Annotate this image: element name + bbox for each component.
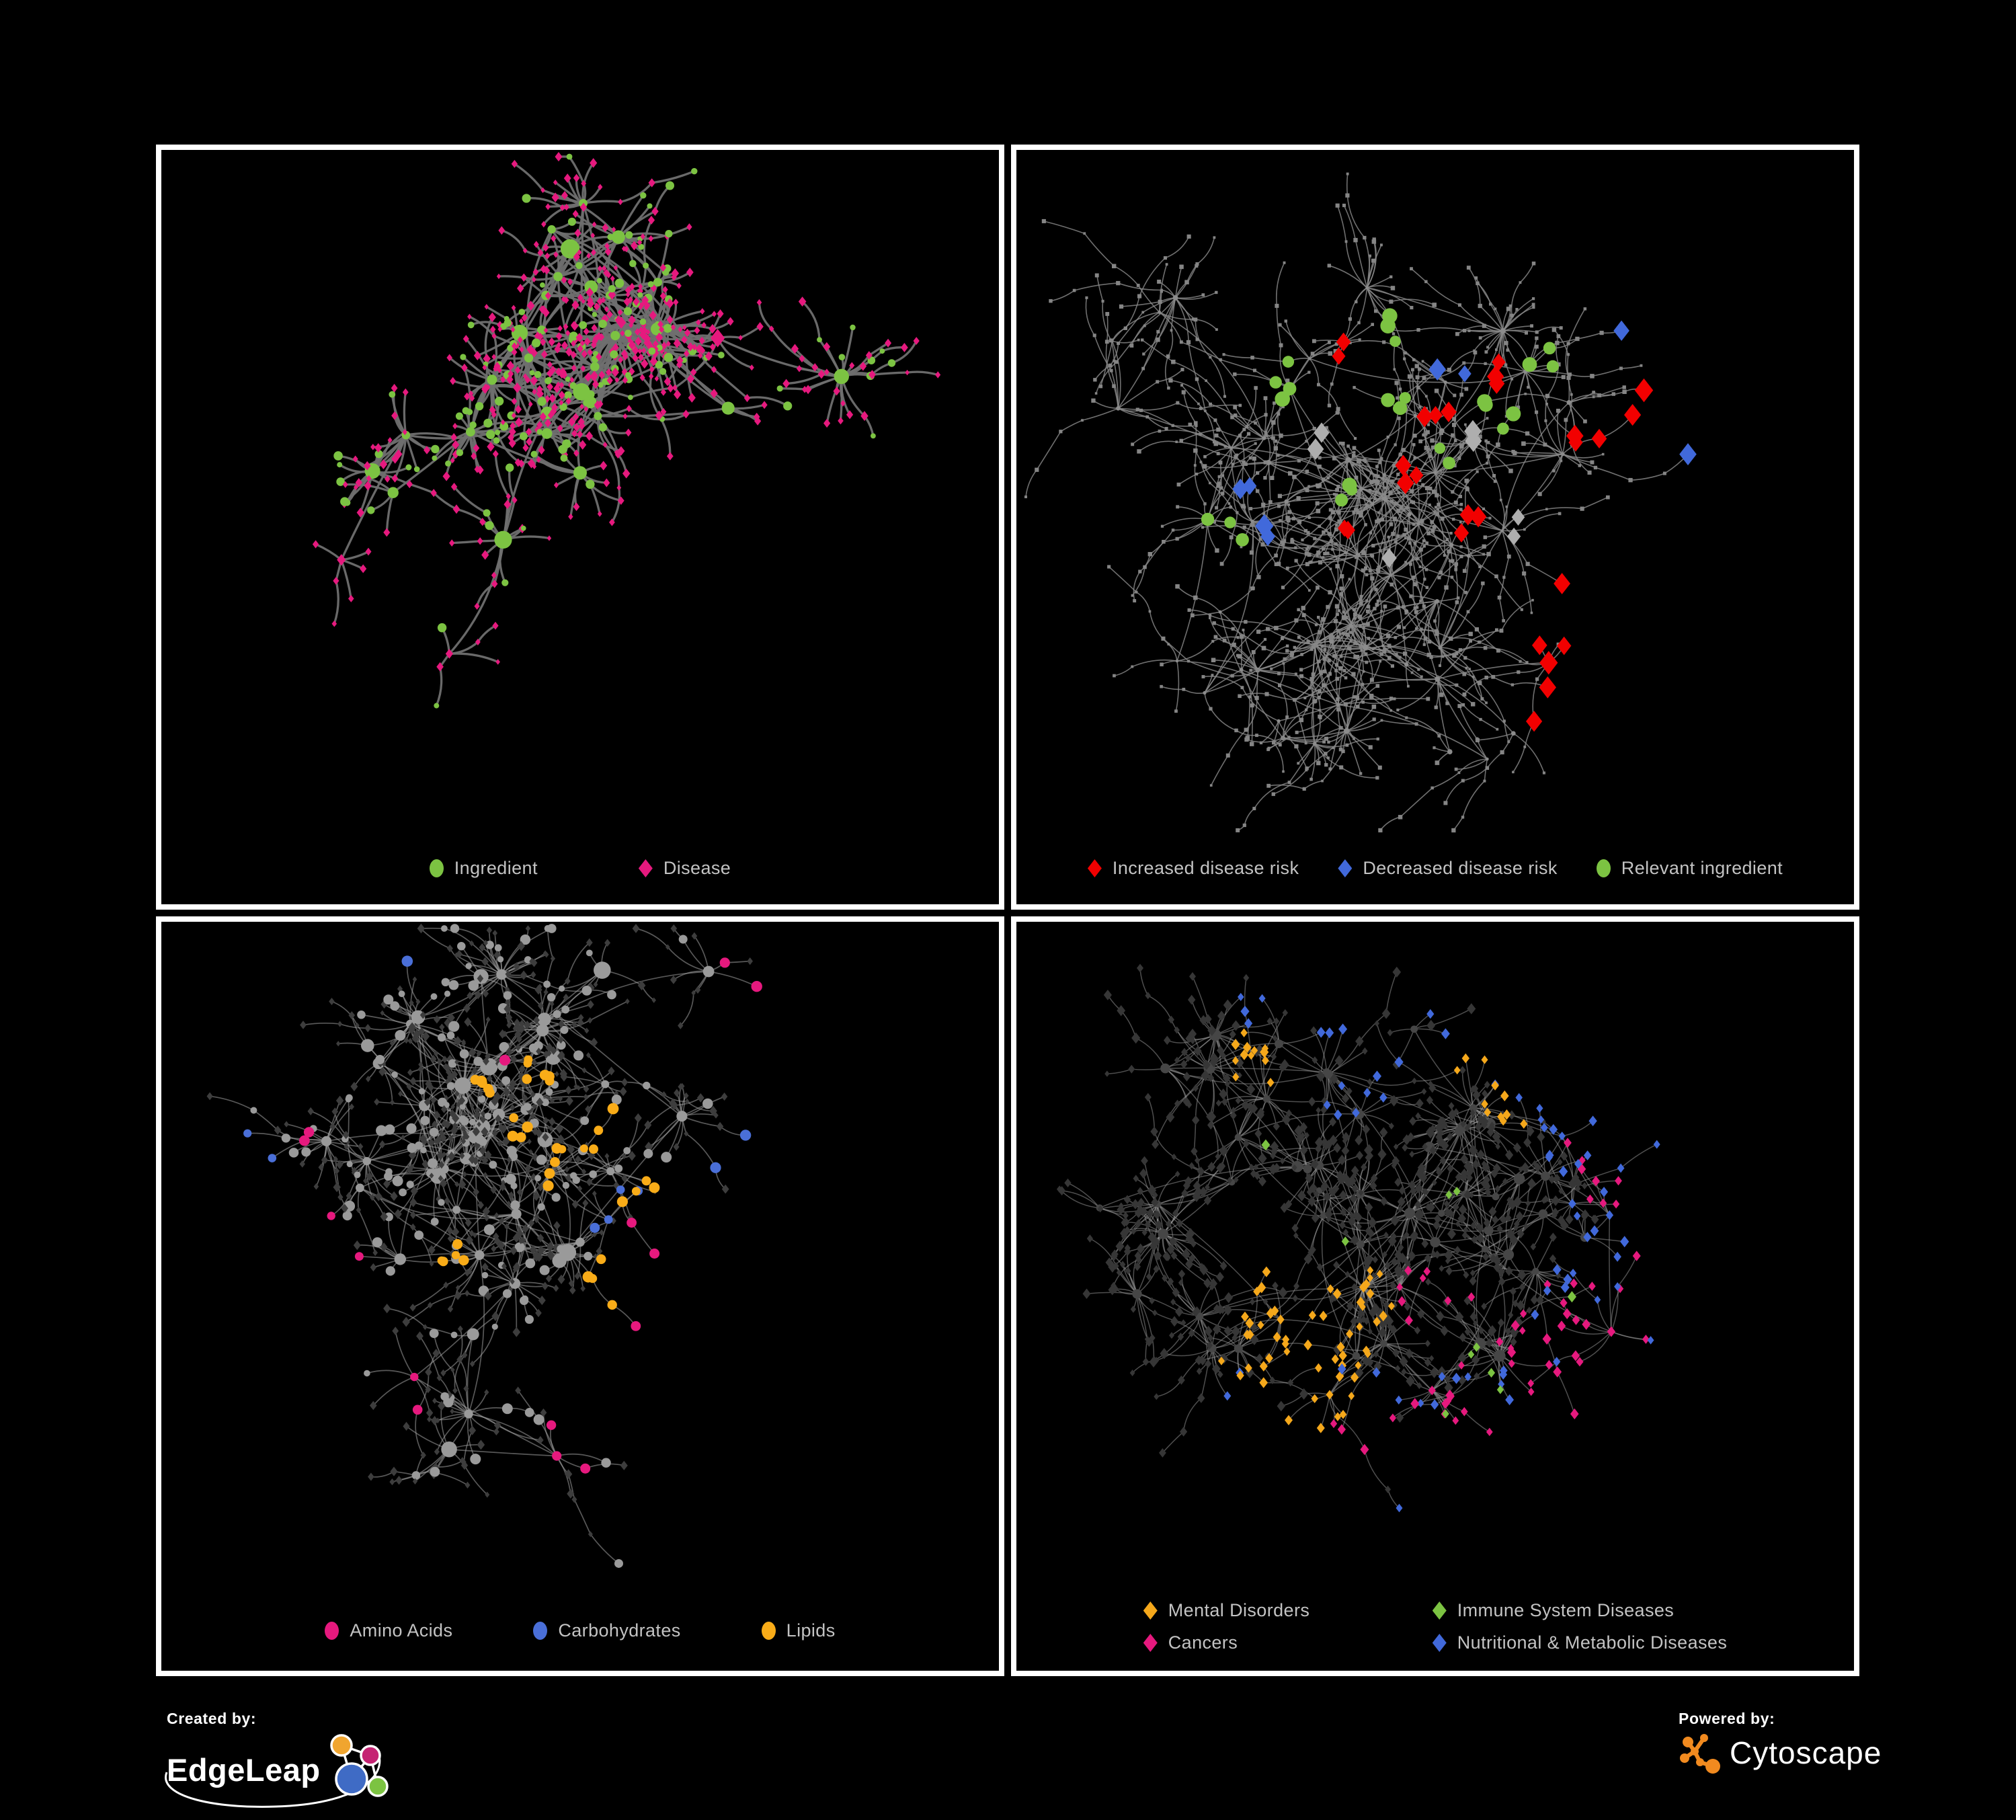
- panel-disease-classes: Mental Disorders Immune System Diseases Ca…: [1011, 916, 1859, 1676]
- legend-label: Immune System Diseases: [1457, 1600, 1675, 1620]
- legend-label: Amino Acids: [350, 1620, 453, 1640]
- legend-item-relevant-ingredient: Relevant ingredient: [1596, 858, 1783, 879]
- cytoscape-network-icon: [1680, 1734, 1720, 1774]
- cytoscape-logo: Cytoscape: [1679, 1731, 1882, 1775]
- legend-label: Lipids: [786, 1620, 836, 1640]
- increased-disease-risk-diamond-marker-icon: [1087, 859, 1102, 877]
- amino-acids-circle-marker-icon: [325, 1622, 339, 1640]
- legend-label: Nutritional & Metabolic Diseases: [1457, 1632, 1728, 1653]
- legend-label: Disease: [663, 858, 731, 878]
- legend-item-amino-acids: Amino Acids: [325, 1620, 452, 1641]
- legend-label: Relevant ingredient: [1621, 858, 1783, 878]
- network-graph-ingredient-disease: [312, 152, 941, 709]
- legend-item-disease: Disease: [638, 858, 731, 879]
- cancers-diamond-marker-icon: [1143, 1634, 1158, 1652]
- carbohydrates-circle-marker-icon: [533, 1622, 548, 1640]
- edgeleap-network-icon: [329, 1734, 389, 1797]
- legend-item-mental-disorders: Mental Disorders: [1143, 1600, 1412, 1621]
- ingredient-circle-marker-icon: [429, 859, 444, 877]
- created-by-label: Created by:: [167, 1710, 257, 1727]
- created-by-block: Created by: EdgeLeap: [165, 1710, 392, 1809]
- legend-label: Ingredient: [454, 858, 538, 878]
- edgeleap-logo: EdgeLeap: [165, 1731, 392, 1809]
- immune-system-diseases-diamond-marker-icon: [1432, 1601, 1447, 1620]
- legend-ingredient-disease: Ingredient Disease: [161, 858, 999, 879]
- legend-item-decreased-disease-risk: Decreased disease risk: [1338, 858, 1557, 879]
- network-graph-ingredient-classes: [206, 923, 762, 1568]
- relevant-ingredient-circle-marker-icon: [1596, 859, 1611, 877]
- panel-ingredient-classes: Amino Acids Carbohydrates Lipids: [156, 916, 1004, 1676]
- legend-label: Mental Disorders: [1168, 1600, 1310, 1620]
- decreased-disease-risk-diamond-marker-icon: [1338, 859, 1353, 877]
- legend-label: Carbohydrates: [558, 1620, 681, 1640]
- mental-disorders-diamond-marker-icon: [1143, 1601, 1158, 1620]
- legend-ingredient-classes: Amino Acids Carbohydrates Lipids: [161, 1620, 999, 1641]
- legend-item-increased-disease-risk: Increased disease risk: [1087, 858, 1299, 879]
- network-graph-disease-classes: [1056, 963, 1660, 1513]
- legend-item-lipids: Lipids: [761, 1620, 836, 1641]
- lipids-circle-marker-icon: [761, 1622, 776, 1640]
- nutritional-metabolic-diseases-diamond-marker-icon: [1432, 1634, 1447, 1652]
- legend-disease-risk: Increased disease risk Decreased disease …: [1016, 858, 1854, 879]
- edgeleap-wordmark: EdgeLeap: [167, 1751, 321, 1788]
- panel-disease-risk: Increased disease risk Decreased disease …: [1011, 145, 1859, 910]
- legend-item-cancers: Cancers: [1143, 1632, 1412, 1653]
- legend-item-ingredient: Ingredient: [429, 858, 538, 879]
- legend-item-nutritional-metabolic-diseases: Nutritional & Metabolic Diseases: [1432, 1632, 1728, 1653]
- legend-item-carbohydrates: Carbohydrates: [533, 1620, 680, 1641]
- legend-disease-classes: Mental Disorders Immune System Diseases Ca…: [1016, 1600, 1854, 1653]
- legend-label: Increased disease risk: [1112, 858, 1299, 878]
- cytoscape-wordmark: Cytoscape: [1730, 1735, 1882, 1770]
- disease-diamond-marker-icon: [638, 859, 653, 877]
- legend-item-immune-system-diseases: Immune System Diseases: [1432, 1600, 1727, 1621]
- powered-by-block: Powered by: Cytosc: [1679, 1710, 1882, 1775]
- legend-label: Decreased disease risk: [1363, 858, 1558, 878]
- network-graph-disease-risk: [1024, 172, 1697, 833]
- powered-by-label: Powered by:: [1679, 1710, 1775, 1727]
- legend-label: Cancers: [1168, 1632, 1238, 1653]
- panel-ingredient-disease: Ingredient Disease: [156, 145, 1004, 910]
